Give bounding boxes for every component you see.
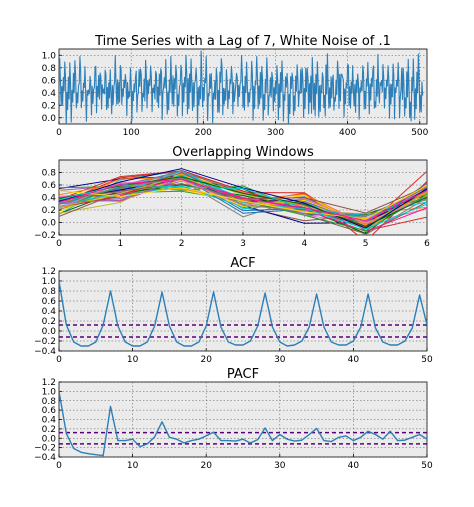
plot-marks (59, 391, 427, 457)
x-tick-label: 20 (200, 461, 212, 471)
pacf-line (59, 391, 427, 457)
y-tick-label: 0.6 (42, 76, 57, 86)
time-series-panel: Time Series with a Lag of 7, White Noise… (42, 34, 429, 138)
time-series-line (59, 50, 424, 124)
x-tick-label: 50 (421, 461, 433, 471)
y-tick-label: 0.6 (42, 297, 57, 307)
y-tick-label: 1.2 (42, 378, 56, 388)
y-tick-label: −0.4 (34, 453, 56, 463)
y-tick-label: 0.0 (42, 434, 57, 444)
x-tick-label: 40 (348, 355, 360, 365)
x-tick-label: 20 (200, 355, 212, 365)
window-line (59, 177, 427, 218)
y-tick-label: −0.4 (34, 347, 56, 357)
acf-title: ACF (230, 256, 255, 271)
y-tick-label: 0.8 (42, 287, 57, 297)
x-tick-label: 2 (179, 239, 185, 249)
x-tick-label: 1 (117, 239, 123, 249)
x-tick-label: 30 (274, 355, 286, 365)
x-tick-label: 4 (301, 239, 307, 249)
x-tick-label: 0 (56, 128, 62, 138)
pacf-panel: PACF 0 10 20 30 40 50−0.4−0.20.00.20.40.60.81… (34, 367, 433, 471)
x-tick-label: 300 (267, 128, 284, 138)
y-tick-label: 0.8 (42, 397, 57, 407)
x-tick-label: 0 (56, 461, 62, 471)
x-tick-label: 500 (411, 128, 428, 138)
y-tick-label: 0.4 (42, 307, 57, 317)
y-tick-label: 0.4 (42, 416, 57, 426)
acf-panel: ACF 0 10 20 30 40 50−0.4−0.20.00.20.40.60.81.… (34, 256, 433, 365)
y-tick-label: 0.2 (42, 206, 56, 216)
x-tick-label: 0 (56, 239, 62, 249)
window-line (59, 185, 427, 220)
window-line (59, 176, 427, 217)
plot-marks (59, 280, 427, 347)
x-tick-label: 6 (424, 239, 430, 249)
acf-line (59, 280, 427, 347)
y-tick-label: 0.2 (42, 317, 56, 327)
x-tick-label: 400 (339, 128, 356, 138)
x-tick-label: 10 (127, 461, 139, 471)
y-tick-label: −0.2 (34, 444, 56, 454)
window-line (59, 168, 427, 229)
x-tick-label: 5 (363, 239, 369, 249)
window-line (59, 176, 427, 227)
y-tick-label: 0.2 (42, 425, 56, 435)
plot-marks (59, 50, 424, 124)
y-tick-label: 0.4 (42, 194, 57, 204)
window-line (59, 183, 427, 226)
x-tick-label: 50 (421, 355, 433, 365)
y-tick-label: 0.8 (42, 64, 57, 74)
time-series-title: Time Series with a Lag of 7, White Noise… (94, 34, 391, 49)
plot-marks (59, 168, 427, 235)
y-tick-label: 0.6 (42, 181, 57, 191)
y-tick-label: 1.2 (42, 267, 56, 277)
window-line (59, 179, 427, 224)
y-tick-label: 0.8 (42, 169, 57, 179)
overlapping-windows-title: Overlapping Windows (172, 145, 314, 160)
window-line (59, 184, 427, 230)
window-line (59, 178, 427, 222)
pacf-title: PACF (227, 367, 259, 382)
y-tick-label: 1.0 (42, 387, 57, 397)
x-tick-label: 40 (348, 461, 360, 471)
y-tick-label: 0.0 (42, 114, 57, 124)
y-tick-label: 0.2 (42, 101, 56, 111)
overlapping-windows-panel: Overlapping Windows 0 1 2 3 4 5 6 −0.2 0.0 0.2 0.4… (34, 145, 430, 249)
x-tick-label: 0 (56, 355, 62, 365)
y-tick-label: 0.6 (42, 406, 57, 416)
y-tick-label: 0.4 (42, 89, 57, 99)
x-tick-label: 10 (127, 355, 139, 365)
x-tick-label: 30 (274, 461, 286, 471)
y-tick-label: 0.0 (42, 327, 57, 337)
y-tick-label: 1.0 (42, 51, 57, 61)
x-tick-label: 200 (195, 128, 212, 138)
y-tick-label: 0.0 (42, 219, 57, 229)
y-tick-label: 1.0 (42, 277, 57, 287)
y-tick-label: −0.2 (34, 231, 56, 241)
x-tick-label: 3 (240, 239, 246, 249)
y-tick-label: −0.2 (34, 337, 56, 347)
x-tick-label: 100 (123, 128, 140, 138)
